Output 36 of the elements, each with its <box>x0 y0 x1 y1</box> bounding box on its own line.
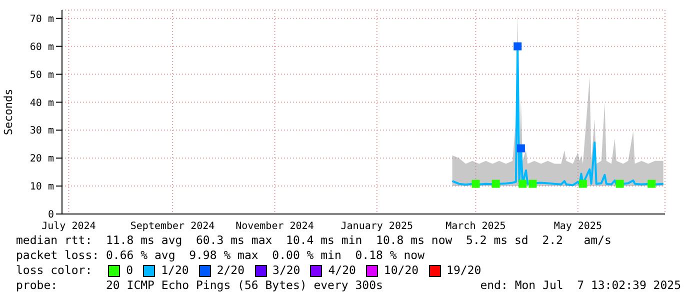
point <box>516 144 525 152</box>
point <box>578 180 587 188</box>
point <box>472 180 480 188</box>
y-tick-label: 70 m <box>30 14 54 25</box>
y-axis-title: Seconds <box>2 88 15 136</box>
x-tick-label: March 2025 <box>446 221 506 232</box>
x-tick-label: September 2024 <box>130 221 215 232</box>
y-tick-label: 50 m <box>30 70 54 81</box>
y-tick-label: 30 m <box>30 126 54 137</box>
x-tick-label: May 2025 <box>554 221 602 232</box>
y-tick-label: 60 m <box>30 42 54 53</box>
legend-label: 0 <box>126 263 134 278</box>
x-tick-label: July 2024 <box>42 221 96 232</box>
y-tick-label: 10 m <box>30 182 54 193</box>
point <box>518 180 527 188</box>
y-tick-label: 40 m <box>30 98 54 109</box>
x-tick-label: January 2025 <box>340 221 414 232</box>
legend-label: 4/20 <box>328 263 356 278</box>
legend-title: loss color: <box>16 263 92 278</box>
y-tick-label: 0 <box>48 210 54 221</box>
text: probe: 20 ICMP Echo Pings (56 Bytes) every 300s <box>16 278 383 293</box>
point <box>528 180 537 188</box>
point <box>616 180 624 188</box>
y-tick-label: 20 m <box>30 154 54 165</box>
point <box>648 180 656 188</box>
legend-label: 2/20 <box>216 263 245 278</box>
point <box>492 180 500 188</box>
text: end: Mon Jul 7 13:02:39 2025 <box>480 278 681 293</box>
point <box>514 42 522 50</box>
text: packet loss: 0.66 % avg 9.98 % max 0.00 % min 0.18 % now <box>16 248 426 263</box>
text: median rtt: 11.8 ms avg 60.3 ms max 10.4 ms min 10.8 ms now 5.2 ms sd 2.2 am/s <box>16 233 612 248</box>
legend-label: 10/20 <box>384 263 419 278</box>
legend-label: 1/20 <box>161 263 189 278</box>
legend-label: 3/20 <box>272 263 300 278</box>
x-tick-label: November 2024 <box>236 221 314 232</box>
legend-label: 19/20 <box>446 263 482 278</box>
